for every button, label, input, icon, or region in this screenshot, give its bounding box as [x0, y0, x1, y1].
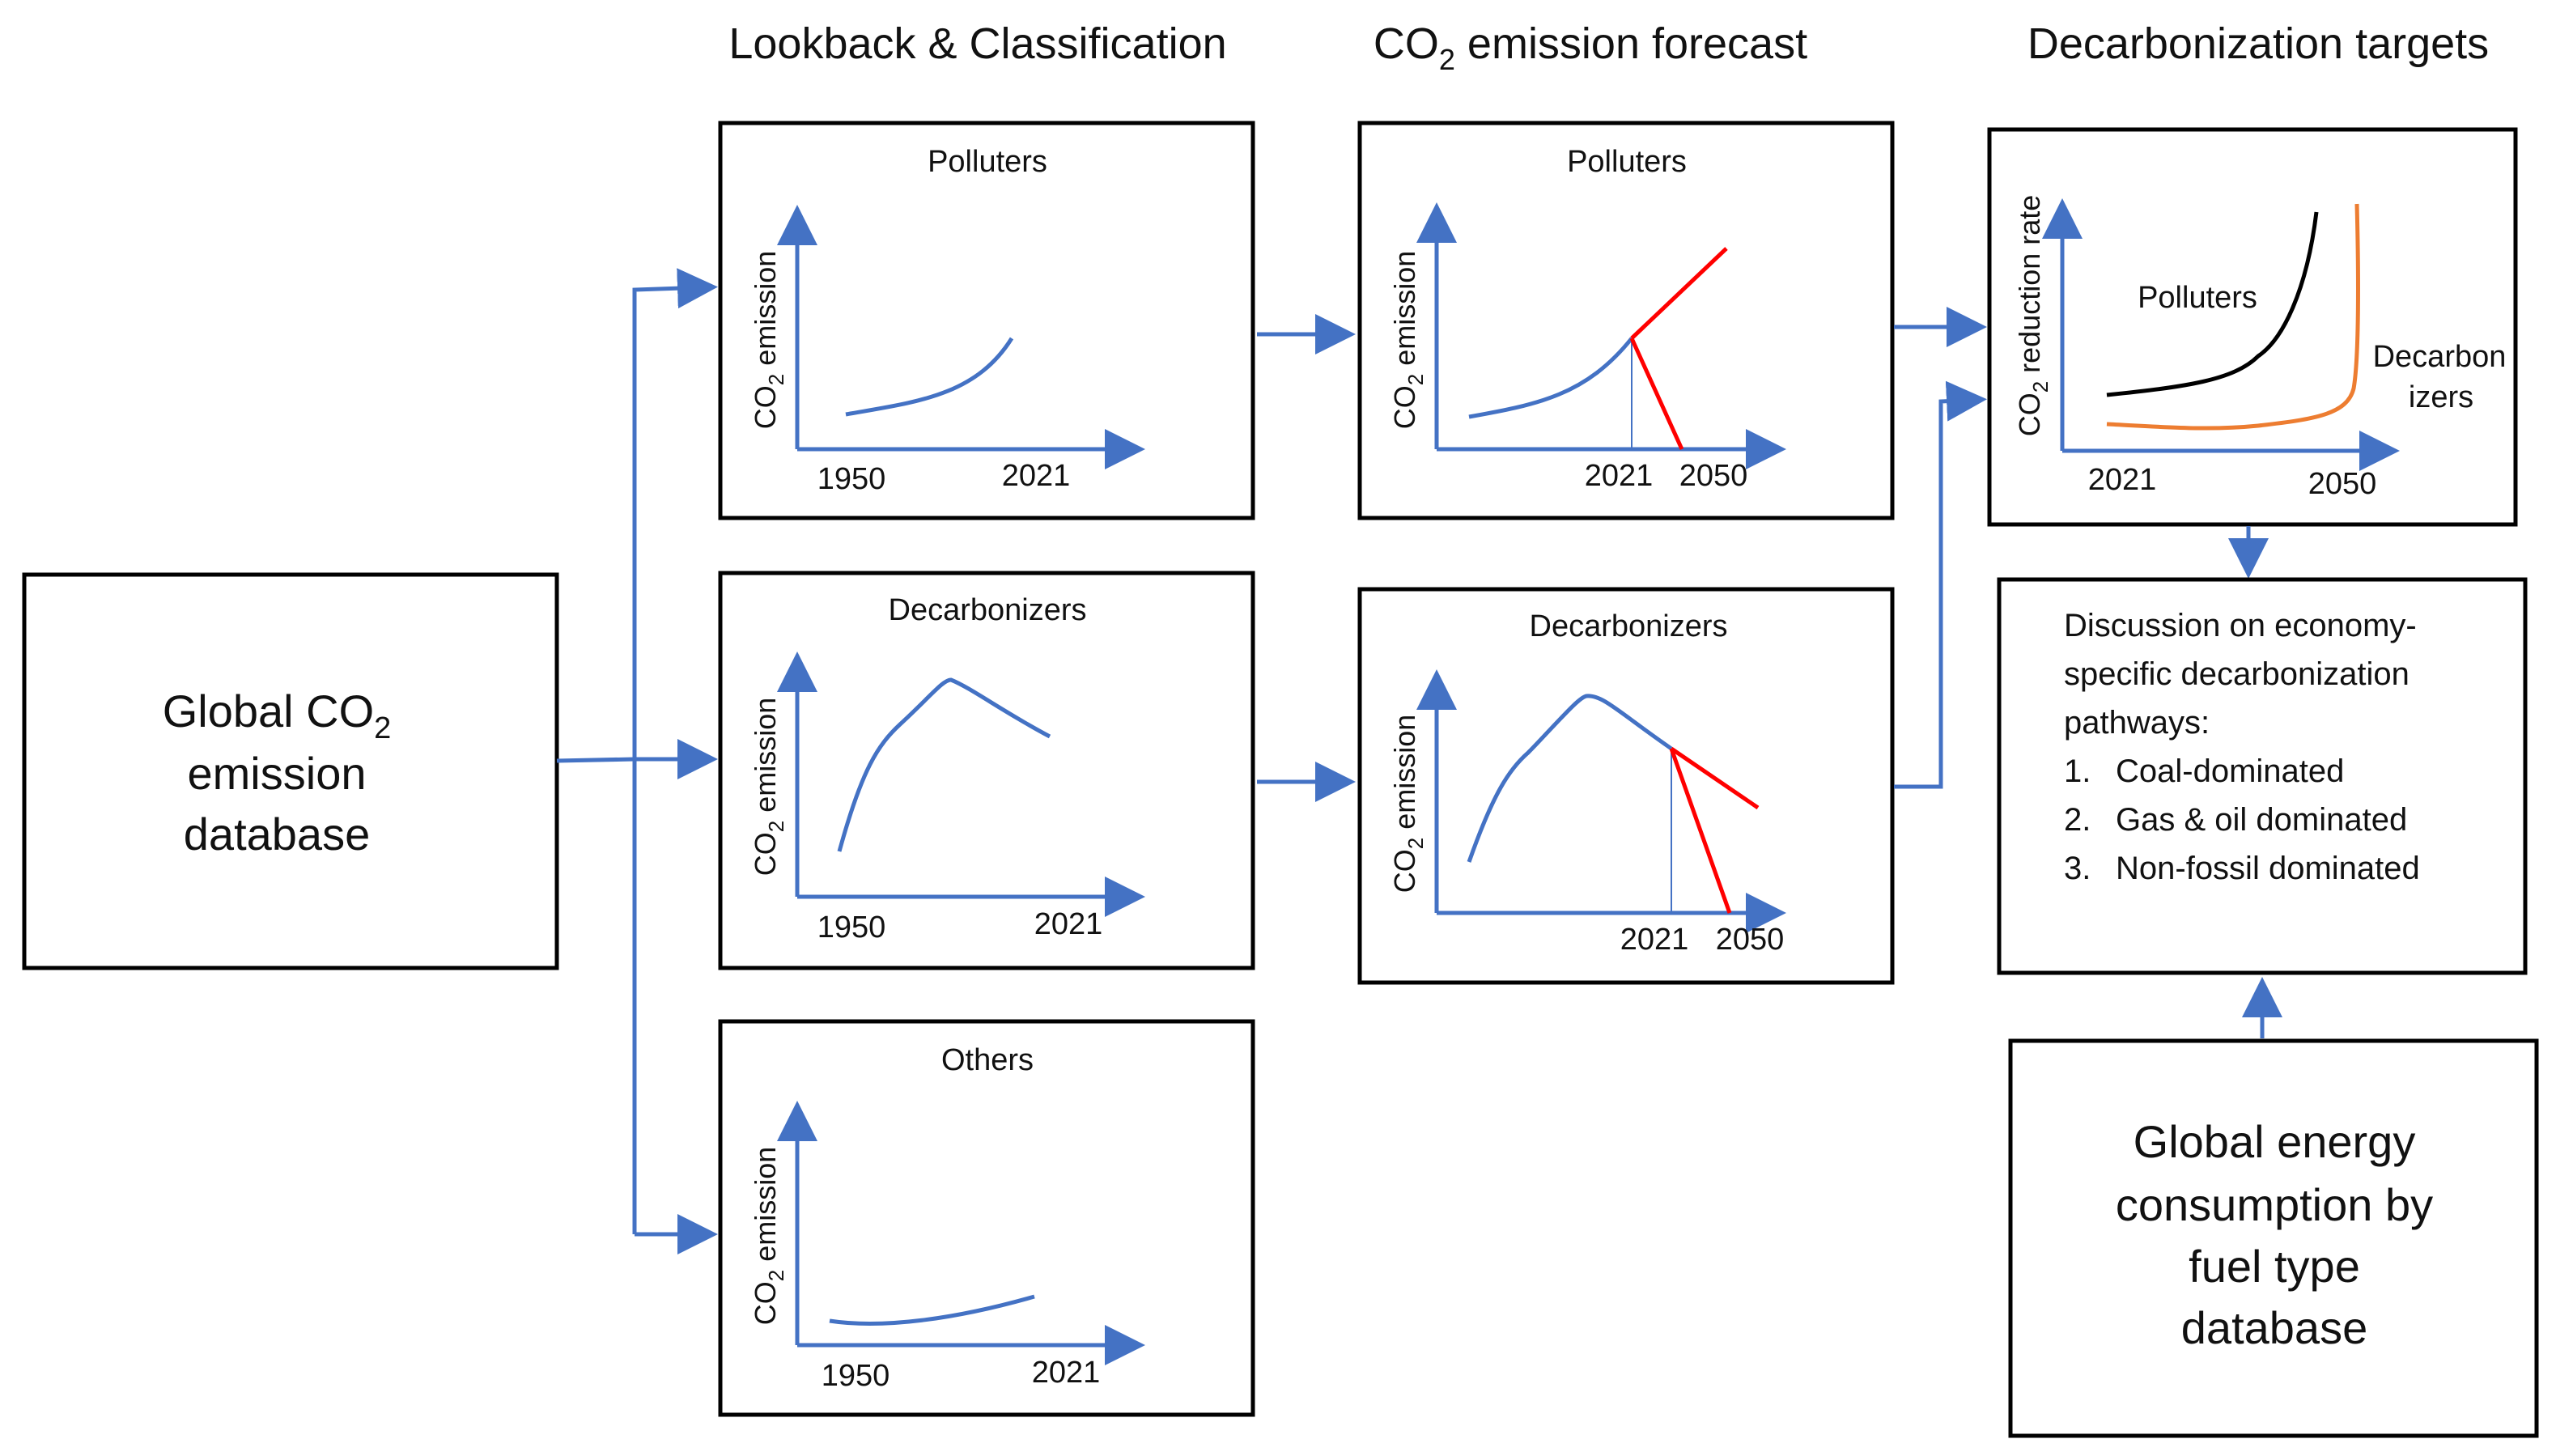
x-tick-target: 2050	[1716, 923, 1785, 957]
emission-curve	[845, 337, 1014, 417]
lookback-to-forecast-arrows	[1257, 314, 1356, 802]
panel-title: Polluters	[928, 145, 1047, 179]
header-forecast-suffix: emission forecast	[1455, 19, 1807, 68]
forecast-slow-line	[1670, 746, 1760, 810]
decarbonizers-curve	[2106, 203, 2360, 431]
lookback-panel-polluters: Polluters CO2 emission 1950 2021	[718, 121, 1255, 520]
emission-curve	[837, 677, 1051, 852]
forecast-panel-decarbonizers: Decarbonizers CO2 emission 2021 2050	[1357, 587, 1895, 985]
header-forecast-sub: 2	[1439, 43, 1455, 76]
energy-database-box: Global energy consumption by fuel type d…	[2008, 1038, 2539, 1438]
axes	[777, 1101, 1145, 1365]
emission-curve	[1468, 337, 1633, 419]
list-number: 1.	[2064, 753, 2091, 789]
lookback-panel-decarbonizers: Decarbonizers CO2 emission 1950 2021	[718, 571, 1255, 970]
discussion-list-item: 2. Gas & oil dominated	[2064, 802, 2407, 838]
y-axis-label: CO2 emission	[1388, 715, 1428, 894]
list-text: Gas & oil dominated	[2116, 802, 2407, 838]
x-tick-start: 1950	[817, 462, 886, 496]
targets-panel: CO2 reduction rate Polluters Decarbon iz…	[1987, 127, 2518, 527]
list-text: Coal-dominated	[2116, 753, 2344, 789]
panel-title: Others	[941, 1043, 1034, 1077]
forecast-to-targets-arrows	[1894, 307, 1987, 789]
forecast-reduction-line	[1629, 337, 1684, 451]
energy-db-line3: fuel type	[2189, 1241, 2360, 1292]
x-tick-target: 2050	[1679, 459, 1748, 493]
forecast-fast-line	[1669, 748, 1732, 914]
discussion-list-item: 1. Coal-dominated	[2064, 753, 2344, 789]
list-number: 3.	[2064, 851, 2091, 886]
x-tick-start: 1950	[822, 1359, 890, 1393]
x-tick-end: 2050	[2308, 467, 2377, 501]
discussion-intro-line3: pathways:	[2064, 705, 2210, 741]
decarbonizers-label-line1: Decarbon	[2373, 340, 2507, 374]
x-tick-end: 2021	[1034, 907, 1103, 941]
energy-db-line2: consumption by	[2116, 1179, 2433, 1230]
header-targets: Decarbonization targets	[2027, 19, 2489, 68]
co2-database-box: Global CO2 emission database	[22, 572, 559, 970]
y-axis-label: CO2 emission	[749, 698, 788, 877]
header-lookback: Lookback & Classification	[728, 19, 1226, 68]
list-text: Non-fossil dominated	[2116, 851, 2420, 886]
co2-database-line2: emission	[188, 748, 367, 799]
header-forecast-prefix: CO	[1374, 19, 1439, 68]
emission-curve	[1467, 694, 1673, 863]
axes	[2042, 198, 2400, 471]
x-tick-start: 2021	[2088, 463, 2157, 497]
y-axis-label: CO2 reduction rate	[2013, 195, 2053, 437]
axes	[1416, 669, 1786, 933]
discussion-intro-line1: Discussion on economy-	[2064, 608, 2417, 643]
axes	[777, 205, 1145, 469]
y-axis-label: CO2 emission	[1388, 251, 1428, 430]
panel-title: Decarbonizers	[889, 593, 1087, 627]
co2-database-line3: database	[184, 809, 370, 860]
list-number: 2.	[2064, 802, 2091, 838]
database-connectors	[556, 268, 718, 1254]
x-tick-end: 2021	[1002, 459, 1071, 493]
discussion-box: Discussion on economy- specific decarbon…	[1997, 577, 2528, 975]
x-tick-start: 1950	[817, 911, 886, 944]
y-axis-label: CO2 emission	[749, 251, 788, 430]
forecast-panel-polluters: Polluters CO2 emission 2021 2050	[1357, 121, 1895, 520]
polluters-label: Polluters	[2138, 281, 2257, 315]
discussion-intro-line2: specific decarbonization	[2064, 656, 2410, 692]
energy-db-line1: Global energy	[2134, 1116, 2416, 1167]
x-tick-end: 2021	[1032, 1356, 1101, 1390]
decarbonizers-label-line2: izers	[2409, 380, 2473, 414]
panel-title: Decarbonizers	[1530, 609, 1728, 643]
x-tick-now: 2021	[1585, 459, 1654, 493]
panel-title: Polluters	[1567, 145, 1687, 179]
axes	[777, 652, 1145, 917]
y-axis-label: CO2 emission	[749, 1147, 788, 1326]
polluters-curve	[2106, 211, 2319, 397]
emission-curve	[829, 1294, 1035, 1326]
axes	[1416, 202, 1786, 469]
co2-database-line1: Global CO2	[163, 686, 392, 745]
discussion-list-item: 3. Non-fossil dominated	[2064, 851, 2420, 886]
header-forecast: CO2 emission forecast	[1374, 19, 1807, 76]
energy-db-line4: database	[2181, 1302, 2367, 1353]
lookback-panel-others: Others CO2 emission 1950 2021	[718, 1019, 1255, 1417]
forecast-increase-line	[1630, 247, 1728, 340]
x-tick-now: 2021	[1620, 923, 1689, 957]
